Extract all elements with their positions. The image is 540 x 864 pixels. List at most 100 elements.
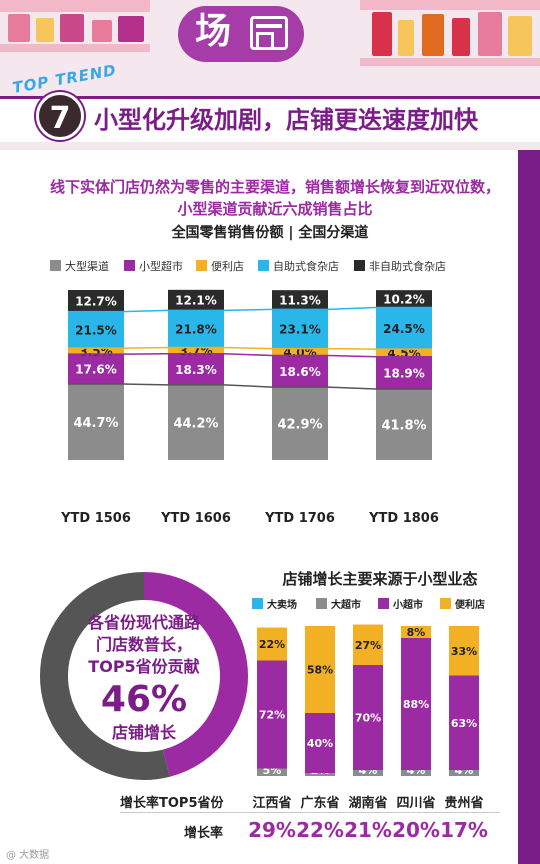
legend-label: 大型渠道 [65,260,109,273]
bar-value-label: 27% [355,639,381,652]
row-divider [120,812,500,813]
header-illustration: 场 TOP TREND 7 小型化升级加剧，店铺更迭速度加快 [0,0,540,150]
shelf-decoration [0,0,150,12]
legend-swatch [50,260,61,271]
bar-segment [168,353,224,385]
bar-segment [353,665,383,770]
bar-segment [68,348,124,355]
title-band [0,96,540,142]
legend-item-large-channel: 大型渠道 [50,258,109,276]
shelf-product [8,14,30,42]
shelf-product [508,16,532,56]
store-icon [250,16,288,50]
province-stacked-chart: 5%72%22%2%40%58%4%70%27%4%88%8%4%63%33% [257,624,479,777]
bar-segment [376,356,432,389]
bar-segment [353,770,383,776]
trend-number-badge: 7 [36,92,84,140]
bar-value-label: 33% [451,645,477,658]
legend-label: 大卖场 [267,600,297,611]
x-axis-tick-label: YTD 1806 [368,511,439,526]
bar-segment [68,290,124,312]
bar-value-label: 63% [451,717,477,730]
side-band [518,150,540,864]
bar-value-label: 12.7% [75,294,117,308]
legend-item-small-supermarket: 小超市 [378,596,423,611]
bar-value-label: 18.3% [175,363,217,377]
growth-rate-value: 29% [248,818,296,842]
bar-value-label: 88% [403,698,429,711]
shelf-product [452,18,470,56]
shelf-decoration [0,44,150,52]
legend-label: 小型超市 [139,260,183,273]
legend-item-hypermarket: 大卖场 [252,596,297,611]
bar-segment [305,773,335,776]
bar-value-label: 8% [407,626,426,639]
growth-rate-value: 21% [344,818,392,842]
legend-label: 便利店 [211,260,244,273]
bar-segment [68,384,124,460]
bar-value-label: 10.2% [383,292,425,306]
bar-value-label: 12.1% [175,294,217,308]
bar-segment [449,675,479,770]
bar-value-label: 40% [307,737,333,750]
bar-value-label: 58% [307,664,333,677]
shelf-decoration [360,0,540,10]
legend-swatch [258,260,269,271]
shelf-product [478,12,502,56]
shelf-product [422,14,444,56]
bar-segment [376,290,432,308]
legend-swatch [378,598,389,609]
bar-segment [305,713,335,773]
shelf-product [372,12,392,56]
growth-rate-value: 20% [392,818,440,842]
shelf-product [92,20,112,42]
province-donut-chart [40,572,248,780]
bar-value-label: 18.9% [383,366,425,380]
bar-value-label: 11.3% [279,293,321,307]
bar-segment [168,289,224,311]
province-label: 贵州省 [444,796,484,811]
bar-value-label: 44.2% [173,416,218,431]
donut-bottom-line: 店铺增长 [111,723,176,742]
bar-segment [272,309,328,349]
scene-label: 场 [195,11,232,52]
bar-segment [168,384,224,460]
legend-label: 小超市 [393,600,423,611]
province-chart-title: 店铺增长主要来源于小型业态 [282,570,478,588]
x-axis-tick-label: YTD 1706 [264,511,335,526]
bar-segment [376,349,432,357]
legend-item-convenience-store: 便利店 [440,596,485,611]
bar-value-label: 23.1% [279,323,321,337]
legend-swatch [196,260,207,271]
watermark: @ 大数据 [6,850,50,861]
bar-value-label: 22% [259,638,285,651]
bar-value-label: 18.6% [279,365,321,379]
bar-segment [68,354,124,385]
page-title: 小型化升级加剧，店铺更迭速度加快 [94,106,478,134]
bar-segment [168,347,224,354]
growth-rate-value: 17% [440,818,488,842]
bar-segment [272,387,328,460]
legend-swatch [252,598,263,609]
bar-segment [401,638,431,770]
shelf-product [118,16,144,42]
x-axis-tick-label: YTD 1506 [60,511,131,526]
donut-text-line: 各省份现代通路 [87,613,200,632]
channel-chart-legend: 大型渠道 小型超市 便利店 自助式食杂店 非自助式食杂店 [20,258,520,276]
donut-slice [143,572,248,777]
legend-label: 自助式食杂店 [273,260,339,273]
bar-value-label: 24.5% [383,322,425,336]
trend-line [68,346,432,350]
legend-item-self-service-grocery: 自助式食杂店 [258,258,339,276]
bar-value-label: 70% [355,712,381,725]
legend-item-convenience: 便利店 [196,258,244,276]
shelf-product [36,18,54,42]
legend-item-mini-market: 小型超市 [124,258,183,276]
trend-line [68,306,432,313]
donut-big-value: 46% [100,679,188,720]
donut-caption: 各省份现代通路 门店数普长， TOP5省份贡献 46% 店铺增长 [54,612,234,744]
donut-text-line: TOP5省份贡献 [88,657,200,676]
bar-segment [168,310,224,348]
scene-tag [178,6,304,62]
